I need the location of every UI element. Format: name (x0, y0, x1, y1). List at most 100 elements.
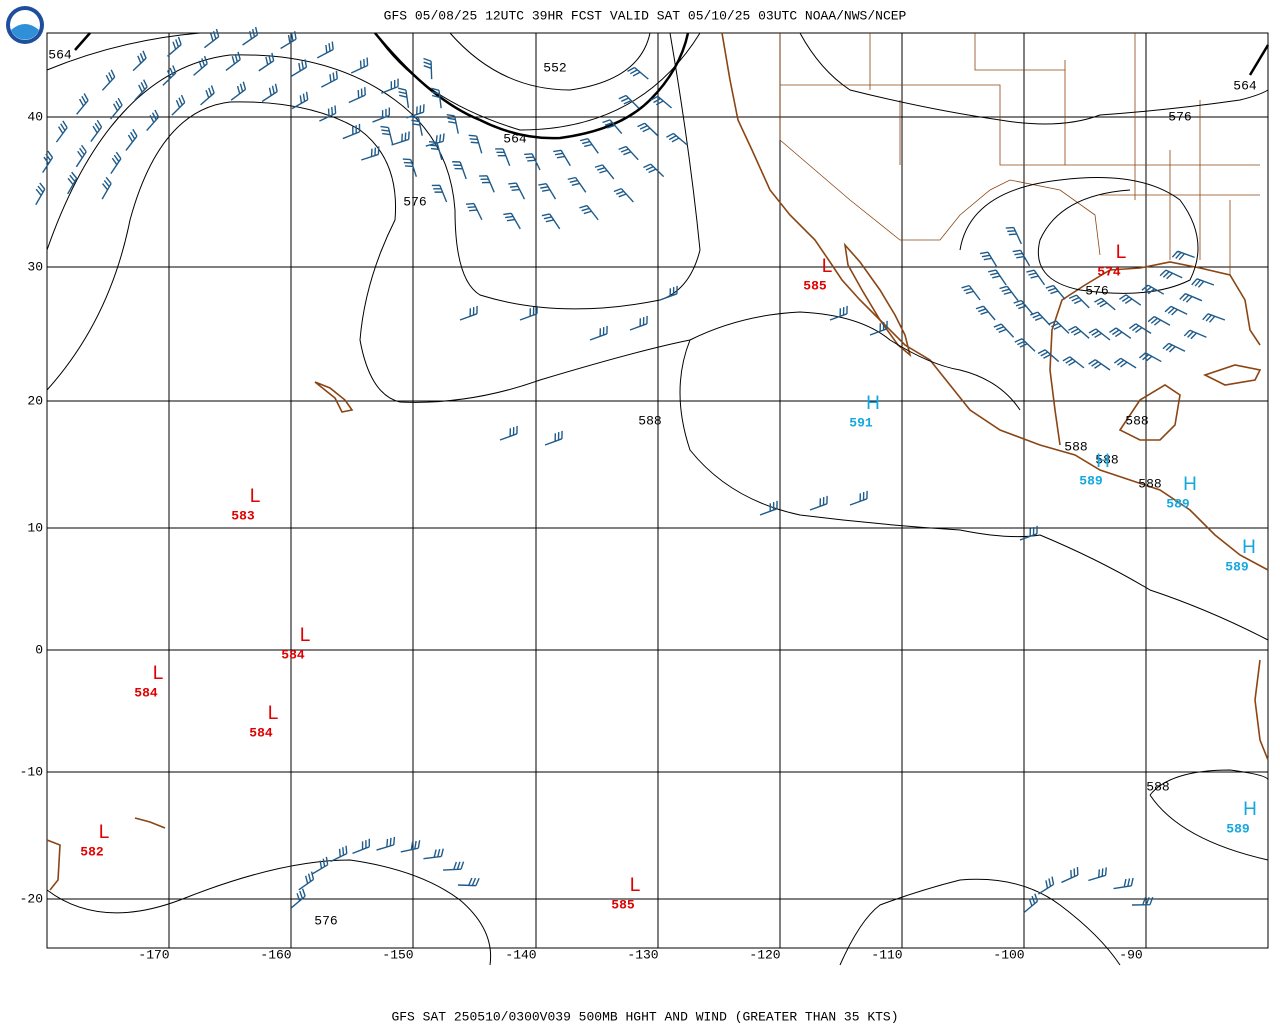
wind-barb (290, 888, 306, 909)
wind-barb (361, 146, 380, 161)
wind-barb (1012, 249, 1031, 267)
contour-label: 576 (403, 194, 426, 209)
wind-barb (330, 845, 348, 863)
wind-barb (979, 251, 998, 268)
wind-barb (553, 149, 571, 167)
wind-barb (258, 52, 275, 72)
low-center-value: 584 (249, 725, 273, 740)
wind-barb (90, 119, 103, 142)
wind-barb (975, 305, 996, 321)
wind-barb (659, 285, 678, 301)
wind-barb (602, 119, 623, 135)
wind-barb (999, 285, 1019, 302)
wind-barb (1162, 342, 1186, 353)
wind-barb (225, 51, 241, 72)
contour-label: 588 (1064, 439, 1087, 454)
wind-barb (376, 836, 396, 851)
wind-barb (290, 59, 308, 78)
wind-barb (594, 164, 615, 180)
wind-barb (1062, 356, 1085, 369)
wind-barb (391, 131, 410, 146)
wind-barb (1147, 315, 1171, 326)
wind-barb (579, 137, 599, 154)
contour-label: 576 (314, 913, 337, 928)
high-center-symbol: H (866, 393, 880, 414)
wind-barb (410, 116, 423, 136)
wind-barb (1088, 328, 1111, 341)
low-center-value: 583 (231, 508, 255, 523)
low-center-symbol: L (300, 625, 311, 646)
wind-barb (428, 140, 443, 160)
wind-barb (1094, 297, 1116, 311)
wind-barb (406, 104, 425, 119)
wind-barb (589, 325, 608, 341)
wind-barb (1088, 359, 1111, 371)
wind-barb (35, 182, 46, 206)
state-borders (779, 33, 1260, 275)
wind-barb (423, 57, 433, 80)
wind-barb (465, 202, 483, 221)
wind-barb (1019, 525, 1038, 541)
wind-barb (291, 91, 309, 110)
caption: GFS SAT 250510/0300V039 500MB HGHT AND W… (391, 1009, 898, 1024)
wind-barb (1171, 250, 1195, 261)
wind-barb (431, 87, 442, 109)
contour-label: 564 (503, 131, 527, 146)
low-center-symbol: L (250, 486, 261, 507)
wind-barb (567, 176, 587, 193)
wind-barb (1113, 357, 1137, 369)
wind-barb (519, 305, 538, 321)
low-center-value: 584 (134, 685, 158, 700)
wind-barb (849, 490, 868, 506)
wind-barb (321, 70, 338, 88)
wind-barb (637, 122, 659, 137)
low-center-value: 585 (611, 897, 635, 912)
wind-barb (1141, 284, 1165, 295)
wind-barb (101, 176, 112, 200)
wind-barb (402, 158, 418, 177)
wind-barb (759, 500, 778, 516)
wind-barb (459, 305, 478, 321)
wind-barb (1037, 349, 1060, 363)
wind-barb (524, 153, 541, 171)
wind-barb (452, 161, 467, 180)
low-center-symbol: L (1116, 242, 1127, 263)
wind-barb (613, 188, 634, 203)
high-center-value: 589 (1079, 473, 1103, 488)
wind-barb (495, 148, 511, 166)
wind-barb (101, 69, 116, 91)
high-center-value: 589 (1226, 821, 1250, 836)
wind-barb (423, 848, 444, 860)
wind-barb (75, 144, 87, 168)
wind-barb (397, 87, 410, 108)
longitude-label: -150 (382, 947, 413, 962)
low-center-symbol: L (630, 875, 641, 896)
contour-label: 552 (543, 60, 566, 75)
wind-barb (618, 145, 639, 161)
wind-barb (110, 151, 122, 175)
wind-barb (110, 97, 123, 120)
contour-label: 576 (1085, 283, 1108, 298)
wind-barb (381, 78, 399, 94)
labels: 40 30 20 10 0 -10 -20 -170 -160 -150 -140 -130 -120 -… (20, 47, 1257, 962)
wind-barb (1037, 876, 1055, 895)
wind-barb (988, 269, 1007, 286)
wind-barb (1131, 896, 1154, 906)
wind-barb (1013, 299, 1034, 315)
wind-barb (1128, 323, 1152, 334)
low-center-value: 585 (803, 278, 827, 293)
wind-barb (541, 213, 561, 230)
longitude-label: -120 (749, 947, 780, 962)
low-center-symbol: L (99, 822, 110, 843)
wind-barb (993, 323, 1015, 338)
wind-barb (298, 871, 315, 891)
wind-barb (242, 26, 259, 46)
noaa-logo (6, 6, 44, 44)
wind-barb (55, 120, 68, 143)
low-center-symbol: L (822, 256, 833, 277)
wind-barb (1088, 867, 1107, 882)
wind-barb (425, 133, 445, 147)
wind-barb (350, 57, 369, 74)
wind-barb (372, 107, 391, 123)
latitude-label: -20 (20, 891, 43, 906)
